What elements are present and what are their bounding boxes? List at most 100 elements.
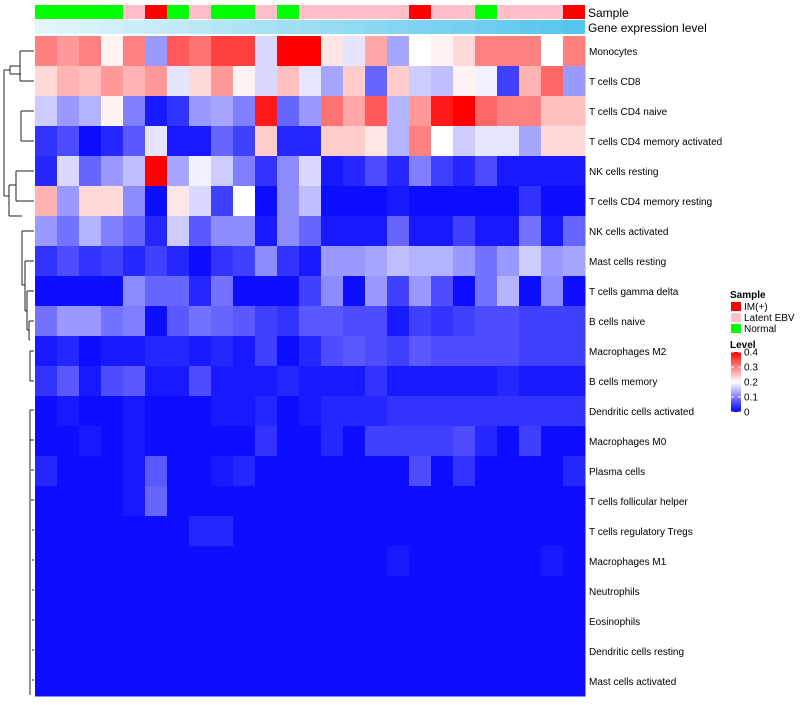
sample-track-cell xyxy=(35,5,57,19)
heatmap-cell xyxy=(365,636,388,667)
expression-track-cell xyxy=(101,20,123,34)
heatmap-cell xyxy=(255,666,278,697)
heatmap-cell xyxy=(255,216,278,247)
heatmap-cell xyxy=(35,396,58,427)
heatmap-cell xyxy=(431,606,454,637)
heatmap-cell xyxy=(321,516,344,547)
heatmap-cell xyxy=(211,66,234,97)
expression-track-cell xyxy=(167,20,189,34)
expression-track-cell xyxy=(519,20,541,34)
heatmap-cell xyxy=(189,96,212,127)
heatmap-cell xyxy=(343,36,366,67)
heatmap-cell xyxy=(167,666,190,697)
heatmap-cell xyxy=(343,336,366,367)
heatmap-cell xyxy=(79,216,102,247)
heatmap-cell xyxy=(321,216,344,247)
heatmap-cell xyxy=(387,96,410,127)
heatmap-cell xyxy=(35,456,58,487)
sample-track-cell xyxy=(79,5,101,19)
expression-track-cell xyxy=(211,20,233,34)
heatmap-cell xyxy=(475,96,498,127)
heatmap-cell xyxy=(431,456,454,487)
heatmap-cell xyxy=(453,516,476,547)
heatmap-cell xyxy=(431,246,454,277)
heatmap-cell xyxy=(343,516,366,547)
heatmap-cell xyxy=(343,366,366,397)
heatmap-cell xyxy=(123,456,146,487)
heatmap-cell xyxy=(497,456,520,487)
heatmap-cell xyxy=(475,276,498,307)
heatmap-cell xyxy=(343,426,366,457)
colorbar-tick-label: 0.4 xyxy=(744,348,758,359)
heatmap-cell xyxy=(365,546,388,577)
row-label: B cells naive xyxy=(589,317,646,328)
heatmap-cell xyxy=(233,486,256,517)
heatmap-cell xyxy=(321,426,344,457)
heatmap-cell xyxy=(123,396,146,427)
heatmap-cell xyxy=(167,396,190,427)
heatmap-cell xyxy=(189,606,212,637)
heatmap-cell xyxy=(101,546,124,577)
heatmap-cell xyxy=(57,156,80,187)
heatmap-cell xyxy=(211,336,234,367)
heatmap-cell xyxy=(211,96,234,127)
heatmap-cell xyxy=(563,36,586,67)
heatmap-cell xyxy=(497,276,520,307)
heatmap-cell xyxy=(321,486,344,517)
heatmap-cell xyxy=(35,276,58,307)
expression-track-cell xyxy=(189,20,211,34)
expression-track-cell xyxy=(431,20,453,34)
heatmap-cell xyxy=(387,546,410,577)
heatmap-cell xyxy=(211,636,234,667)
heatmap-cell xyxy=(321,576,344,607)
heatmap-cell xyxy=(145,336,168,367)
heatmap-cell xyxy=(167,606,190,637)
heatmap-cell xyxy=(189,456,212,487)
heatmap-cell xyxy=(233,396,256,427)
heatmap-cell xyxy=(101,216,124,247)
heatmap-cell xyxy=(563,246,586,277)
sample-track-cell xyxy=(519,5,541,19)
heatmap-cell xyxy=(299,576,322,607)
heatmap-cell xyxy=(123,66,146,97)
heatmap-cell xyxy=(123,306,146,337)
heatmap-cell xyxy=(387,516,410,547)
heatmap-cell xyxy=(101,636,124,667)
heatmap-cell xyxy=(79,366,102,397)
heatmap-cell xyxy=(453,186,476,217)
row-label: NK cells resting xyxy=(589,167,658,178)
heatmap-cell xyxy=(365,306,388,337)
heatmap-cell xyxy=(475,216,498,247)
sample-track-cell xyxy=(123,5,145,19)
heatmap-cell xyxy=(123,126,146,157)
heatmap-cell xyxy=(453,366,476,397)
heatmap-cell xyxy=(211,576,234,607)
heatmap-cell xyxy=(365,186,388,217)
heatmap-cell xyxy=(79,546,102,577)
heatmap-cell xyxy=(453,576,476,607)
expression-track-cell xyxy=(409,20,431,34)
heatmap-cell xyxy=(409,126,432,157)
heatmap-cell xyxy=(233,96,256,127)
heatmap-cell xyxy=(541,186,564,217)
sample-track-cell xyxy=(541,5,563,19)
heatmap-cell xyxy=(255,636,278,667)
heatmap-cell xyxy=(387,246,410,277)
heatmap-cell xyxy=(541,516,564,547)
heatmap-cell xyxy=(79,396,102,427)
heatmap-cell xyxy=(519,456,542,487)
heatmap-cell xyxy=(299,36,322,67)
heatmap-cell xyxy=(387,156,410,187)
heatmap-cell xyxy=(233,426,256,457)
heatmap-cell xyxy=(299,456,322,487)
heatmap-cell xyxy=(233,66,256,97)
heatmap-cell xyxy=(387,456,410,487)
heatmap-cell xyxy=(57,276,80,307)
heatmap-cell xyxy=(563,516,586,547)
heatmap-cell xyxy=(233,366,256,397)
heatmap-cell xyxy=(211,396,234,427)
heatmap-cell xyxy=(563,666,586,697)
heatmap-cell xyxy=(475,486,498,517)
heatmap-cell xyxy=(167,366,190,397)
heatmap-cell xyxy=(497,186,520,217)
